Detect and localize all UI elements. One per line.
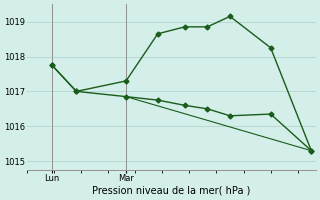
X-axis label: Pression niveau de la mer( hPa ): Pression niveau de la mer( hPa )	[92, 186, 251, 196]
